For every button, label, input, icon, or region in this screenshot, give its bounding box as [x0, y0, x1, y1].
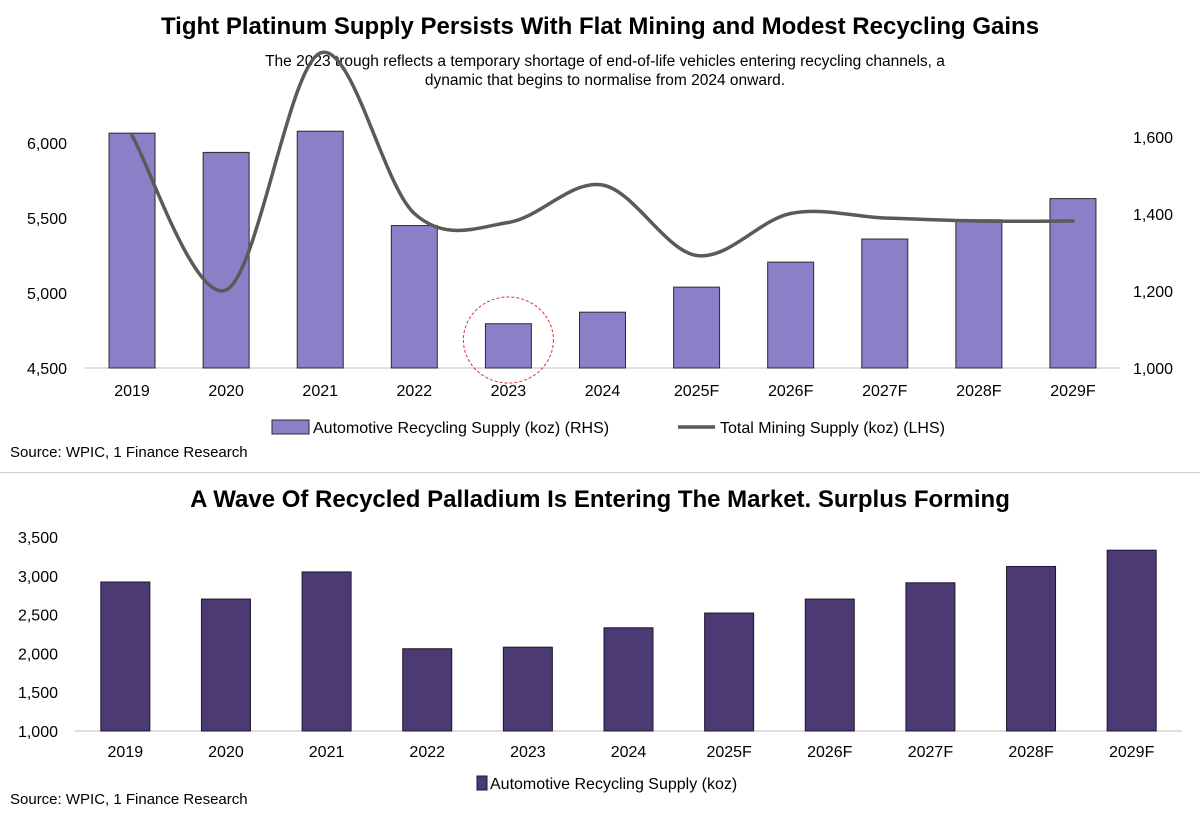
x-axis-tick-label: 2024: [585, 383, 621, 400]
palladium-recycling-bar: [603, 627, 654, 732]
x-axis-tick-label: 2022: [409, 744, 445, 761]
recycling-bar: [673, 286, 721, 369]
x-axis-tick-label: 2021: [302, 383, 338, 400]
x-axis-tick-label: 2028F: [1008, 744, 1054, 761]
mining-supply-line: [130, 50, 1075, 293]
right-axis-tick-label: 1,600: [1133, 130, 1173, 147]
y-axis-tick-label: 1,000: [18, 724, 58, 741]
x-axis-tick-label: 2027F: [862, 383, 908, 400]
left-axis-tick-label: 6,000: [27, 136, 67, 153]
y-axis-tick-label: 3,500: [18, 530, 58, 547]
right-axis-tick-label: 1,200: [1133, 284, 1173, 301]
left-axis-tick-label: 5,500: [27, 211, 67, 228]
y-axis-tick-label: 2,500: [18, 608, 58, 625]
palladium-recycling-bar: [905, 582, 956, 732]
legend-bar-label: Automotive Recycling Supply (koz): [490, 776, 737, 793]
x-axis-tick-label: 2021: [309, 744, 345, 761]
palladium-recycling-bar: [200, 598, 251, 732]
x-axis-tick-label: 2025F: [674, 383, 720, 400]
recycling-bar: [484, 323, 532, 369]
legend-bar-swatch: [271, 419, 310, 435]
recycling-bar: [1049, 198, 1097, 369]
x-axis-tick-label: 2020: [208, 744, 244, 761]
x-axis-tick-label: 2023: [510, 744, 546, 761]
legend-line-label: Total Mining Supply (koz) (LHS): [720, 420, 945, 437]
x-axis-tick-label: 2027F: [908, 744, 954, 761]
left-axis-tick-label: 5,000: [27, 286, 67, 303]
recycling-bar: [296, 130, 344, 369]
palladium-recycling-bar: [301, 571, 352, 732]
recycling-bar: [390, 225, 438, 369]
x-axis-tick-label: 2023: [491, 383, 527, 400]
recycling-bar: [955, 219, 1003, 369]
recycling-bar: [579, 311, 626, 369]
left-axis-tick-label: 4,500: [27, 361, 67, 378]
chart1-title: Tight Platinum Supply Persists With Flat…: [160, 13, 1040, 40]
x-axis-tick-label: 2029F: [1050, 383, 1096, 400]
y-axis-tick-label: 1,500: [18, 685, 58, 702]
chart1-source: Source: WPIC, 1 Finance Research: [10, 444, 248, 461]
highlight-2023-circle: [462, 296, 554, 384]
right-axis-tick-label: 1,000: [1133, 361, 1173, 378]
palladium-recycling-bar: [100, 581, 151, 732]
palladium-recycling-bar: [704, 612, 755, 732]
recycling-bar: [861, 238, 909, 369]
palladium-recycling-bar: [502, 646, 553, 732]
palladium-recycling-bar: [1006, 565, 1057, 732]
chart-divider: [0, 472, 1200, 473]
legend-bar-swatch: [476, 775, 488, 791]
palladium-recycling-bar: [402, 648, 453, 732]
x-axis-tick-label: 2024: [611, 744, 647, 761]
x-axis-tick-label: 2025F: [706, 744, 752, 761]
x-axis-tick-label: 2026F: [768, 383, 814, 400]
palladium-recycling-bar: [1106, 549, 1157, 732]
y-axis-tick-label: 3,000: [18, 569, 58, 586]
x-axis-tick-label: 2026F: [807, 744, 853, 761]
recycling-bar: [202, 151, 250, 369]
chart2-title: A Wave Of Recycled Palladium Is Entering…: [190, 486, 1010, 513]
x-axis-tick-label: 2020: [208, 383, 244, 400]
legend-bar-label: Automotive Recycling Supply (koz) (RHS): [313, 420, 609, 437]
chart2-source: Source: WPIC, 1 Finance Research: [10, 791, 248, 808]
recycling-bar: [767, 261, 815, 369]
right-axis-tick-label: 1,400: [1133, 207, 1173, 224]
x-axis-tick-label: 2019: [114, 383, 150, 400]
x-axis-tick-label: 2028F: [956, 383, 1002, 400]
x-axis-tick-label: 2019: [108, 744, 144, 761]
y-axis-tick-label: 2,000: [18, 646, 58, 663]
x-axis-tick-label: 2029F: [1109, 744, 1155, 761]
x-axis-tick-label: 2022: [397, 383, 433, 400]
palladium-recycling-bar: [804, 598, 855, 732]
chart1-subtitle: The 2023 trough reflects a temporary sho…: [265, 53, 945, 89]
